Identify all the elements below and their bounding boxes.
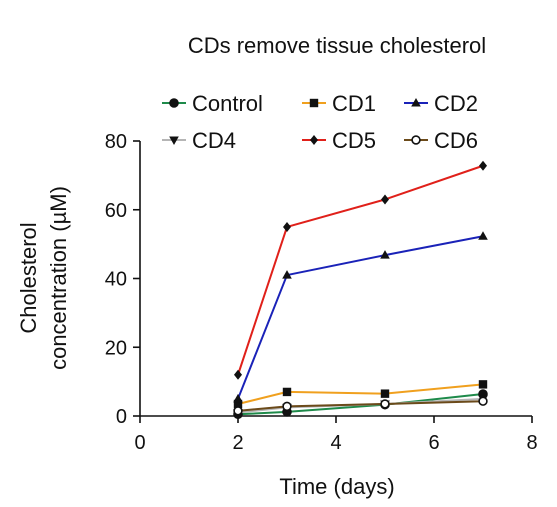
data-point: [380, 399, 390, 409]
data-point: [380, 389, 390, 398]
legend-item-cd5: CD5: [302, 128, 376, 153]
legend-label: Control: [192, 91, 263, 116]
x-tick-label: 0: [134, 432, 145, 454]
x-tick-label: 6: [428, 432, 439, 454]
y-tick-label: 0: [116, 406, 127, 428]
series-cd5: [234, 160, 487, 380]
data-point: [233, 406, 243, 416]
data-point: [233, 399, 243, 409]
series-line: [237, 397, 484, 414]
series-line: [237, 400, 484, 412]
data-point: [282, 270, 292, 279]
y-tick-label: 80: [105, 131, 127, 153]
series-line: [237, 164, 484, 376]
legend-marker: [411, 135, 421, 145]
data-point: [479, 160, 487, 171]
x-tick-label: 8: [526, 432, 537, 454]
series-cd6: [233, 396, 488, 416]
legend-item-control: Control: [162, 91, 263, 116]
series-line: [237, 383, 484, 405]
legend-item-cd4: CD4: [162, 128, 236, 153]
y-tick-label: 60: [105, 200, 127, 222]
series-line: [237, 235, 484, 400]
data-point: [380, 250, 390, 259]
legend-label: CD4: [192, 128, 236, 153]
y-tick-label: 40: [105, 269, 127, 291]
y-axis-label-line-2: concentration (µM): [46, 186, 71, 370]
data-point: [282, 387, 292, 397]
data-point: [478, 396, 488, 406]
data-point: [478, 380, 488, 389]
y-tick-label: 20: [105, 337, 127, 359]
data-point: [478, 231, 488, 240]
legend-marker: [169, 136, 179, 145]
legend-item-cd1: CD1: [302, 91, 376, 116]
legend-item-cd2: CD2: [404, 91, 478, 116]
legend-marker: [309, 98, 319, 108]
data-point: [233, 393, 243, 403]
series-cd2: [233, 231, 488, 403]
series-cd1: [233, 380, 488, 409]
x-tick-label: 4: [330, 432, 341, 454]
legend-marker: [169, 98, 179, 108]
legend-label: CD2: [434, 91, 478, 116]
data-point: [283, 221, 291, 232]
legend-label: CD6: [434, 128, 478, 153]
data-point: [282, 401, 292, 412]
x-axis-label: Time (days): [279, 474, 394, 499]
data-point: [381, 194, 389, 205]
legend-marker: [411, 98, 421, 107]
data-point: [234, 369, 242, 380]
chart-title: CDs remove tissue cholesterol: [188, 33, 486, 58]
legend: Control CD1 CD2 CD4 CD5 CD6: [162, 91, 478, 153]
y-axis-label-line-1: Cholesterol: [16, 222, 41, 333]
legend-marker: [310, 135, 318, 145]
series-line: [237, 393, 484, 416]
legend-label: CD1: [332, 91, 376, 116]
legend-item-cd6: CD6: [404, 128, 478, 153]
series-layer: [233, 160, 488, 420]
x-tick-label: 2: [232, 432, 243, 454]
legend-label: CD5: [332, 128, 376, 153]
